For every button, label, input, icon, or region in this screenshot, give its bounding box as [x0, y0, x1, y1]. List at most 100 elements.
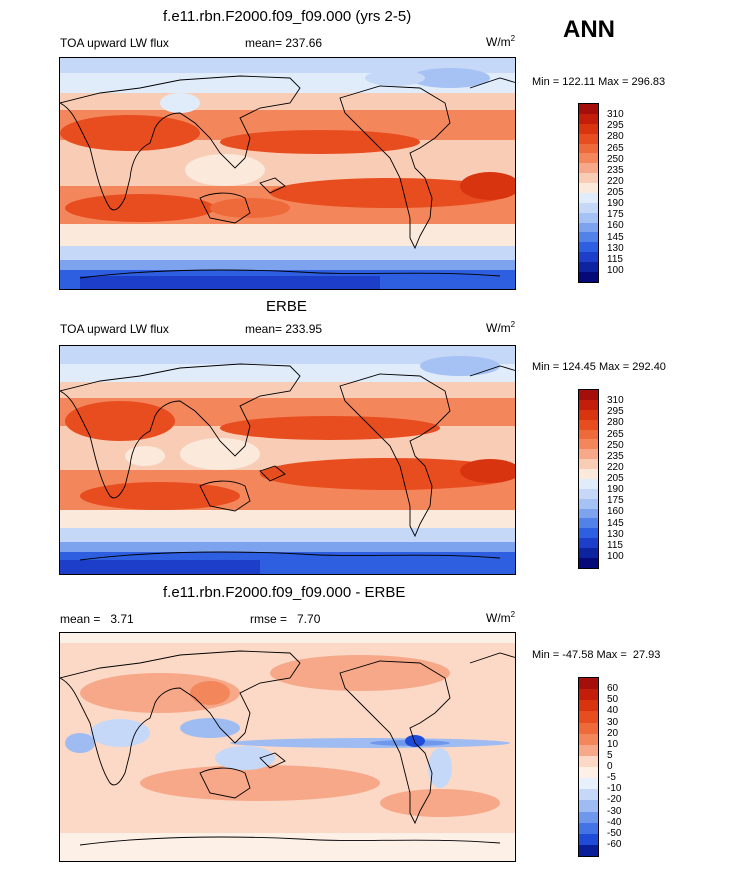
colorbar-label: 10 [607, 738, 619, 750]
colorbar-swatch [579, 192, 598, 203]
colorbar-swatch [579, 755, 598, 767]
panel-2-colorbar-swatches [578, 389, 599, 569]
colorbar-label: 220 [607, 175, 624, 187]
colorbar-swatch [579, 822, 598, 834]
panel-1-left-label: TOA upward LW flux [60, 36, 169, 50]
panel-3-colorbar-swatches [578, 677, 599, 857]
panel-2-units: W/m2 [486, 320, 516, 335]
panel-1-mean: mean= 237.66 [245, 36, 323, 50]
season-label: ANN [563, 16, 615, 43]
colorbar-swatch [579, 449, 598, 460]
colorbar-label: 190 [607, 198, 624, 210]
colorbar-swatch [579, 548, 598, 558]
colorbar-label: -60 [607, 838, 622, 850]
colorbar-label: 130 [607, 528, 624, 540]
colorbar-label: 205 [607, 187, 624, 198]
colorbar-swatch [579, 711, 598, 723]
panel-3-mean: mean = 3.71 [60, 612, 134, 626]
panel-3-rmse: rmse = 7.70 [250, 612, 321, 626]
colorbar-label: 250 [607, 439, 624, 451]
colorbar-label: 265 [607, 428, 624, 440]
colorbar-label: 265 [607, 142, 624, 154]
panel-1-minmax: Min = 122.11 Max = 296.83 [532, 76, 666, 88]
colorbar-label: 310 [607, 395, 624, 407]
colorbar-swatch [579, 123, 598, 134]
colorbar-label: -5 [607, 772, 616, 784]
colorbar-label: 5 [607, 749, 613, 761]
colorbar-label: 60 [607, 683, 619, 695]
colorbar-swatch [579, 744, 598, 756]
panel-2-title: ERBE [266, 298, 307, 315]
colorbar-swatch [579, 733, 598, 745]
colorbar-label: 220 [607, 461, 624, 473]
colorbar-label: 295 [607, 120, 624, 132]
colorbar-label: 160 [607, 506, 624, 518]
colorbar-swatch [579, 419, 598, 430]
colorbar-swatch [579, 700, 598, 712]
colorbar-swatch [579, 459, 598, 469]
colorbar-label: 30 [607, 716, 619, 728]
colorbar-swatch [579, 557, 598, 568]
colorbar-swatch [579, 722, 598, 734]
colorbar-swatch [579, 528, 598, 539]
colorbar-swatch [579, 439, 598, 450]
colorbar-swatch [579, 183, 598, 193]
colorbar-label: -50 [607, 827, 622, 839]
colorbar-label: 235 [607, 164, 624, 176]
colorbar-swatch [579, 242, 598, 253]
colorbar-label: 160 [607, 220, 624, 232]
colorbar-swatch [579, 271, 598, 282]
panel-1-map [59, 57, 516, 290]
colorbar-label: 175 [607, 495, 624, 507]
colorbar-label: 280 [607, 417, 624, 429]
colorbar-swatch [579, 113, 598, 124]
colorbar-label: -30 [607, 805, 622, 817]
colorbar-swatch [579, 469, 598, 479]
colorbar-label: 130 [607, 242, 624, 254]
colorbar-swatch [579, 478, 598, 489]
colorbar-swatch [579, 173, 598, 183]
colorbar-label: -40 [607, 816, 622, 828]
panel-3-map [59, 632, 516, 862]
panel-1-colorbar-swatches [578, 103, 599, 283]
colorbar-swatch [579, 518, 598, 529]
colorbar-swatch [579, 222, 598, 233]
colorbar-label: 235 [607, 450, 624, 462]
panel-1-units: W/m2 [486, 34, 516, 49]
colorbar-label: 280 [607, 131, 624, 143]
panel-3-minmax: Min = -47.58 Max = 27.93 [532, 649, 661, 661]
colorbar-swatch [579, 778, 598, 790]
colorbar-swatch [579, 399, 598, 410]
colorbar-label: 115 [607, 253, 623, 265]
colorbar-label: 40 [607, 705, 619, 717]
colorbar-label: 205 [607, 473, 624, 484]
colorbar-swatch [579, 811, 598, 823]
colorbar-swatch [579, 232, 598, 243]
colorbar-label: 50 [607, 694, 619, 706]
panel-2-map [59, 345, 516, 575]
colorbar-label: 145 [607, 517, 624, 529]
colorbar-swatch [579, 202, 598, 213]
colorbar-label: -20 [607, 794, 622, 806]
colorbar-swatch [579, 153, 598, 164]
colorbar-swatch [579, 844, 598, 856]
colorbar-swatch [579, 252, 598, 262]
colorbar-swatch [579, 789, 598, 801]
colorbar-label: 250 [607, 153, 624, 165]
colorbar-label: 295 [607, 406, 624, 418]
colorbar-swatch [579, 538, 598, 548]
colorbar-swatch [579, 498, 598, 509]
panel-3-title: f.e11.rbn.F2000.f09_f09.000 - ERBE [163, 584, 406, 601]
colorbar-swatch [579, 133, 598, 144]
colorbar-label: 20 [607, 727, 619, 739]
colorbar-label: 190 [607, 484, 624, 496]
colorbar-swatch [579, 212, 598, 223]
colorbar-swatch [579, 104, 598, 114]
colorbar-swatch [579, 488, 598, 499]
colorbar-label: 0 [607, 761, 613, 772]
colorbar-swatch [579, 409, 598, 420]
panel-2-minmax: Min = 124.45 Max = 292.40 [532, 361, 666, 373]
colorbar-swatch [579, 689, 598, 701]
colorbar-swatch [579, 767, 598, 779]
panel-2-left-label: TOA upward LW flux [60, 322, 169, 336]
